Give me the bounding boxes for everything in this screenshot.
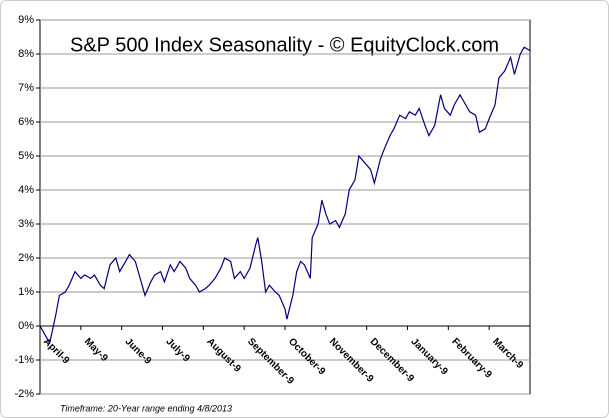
y-tick-label: 2% xyxy=(18,252,34,264)
y-tick-label: 3% xyxy=(18,218,34,230)
y-tick-label: -2% xyxy=(14,388,34,400)
series-line xyxy=(39,46,531,345)
y-tick-label: 6% xyxy=(18,116,34,128)
y-tick-label: -1% xyxy=(14,354,34,366)
y-tick-label: 0% xyxy=(18,320,34,332)
y-tick-label: 5% xyxy=(18,150,34,162)
y-tick-label: 1% xyxy=(18,286,34,298)
footnote: Timeframe: 20-Year range ending 4/8/2013 xyxy=(60,403,232,413)
chart-title: S&P 500 Index Seasonality - © EquityCloc… xyxy=(70,34,499,56)
y-tick-label: 7% xyxy=(18,82,34,94)
y-tick-label: 8% xyxy=(18,48,34,60)
y-tick-label: 4% xyxy=(18,184,34,196)
y-tick-label: 9% xyxy=(18,14,34,26)
